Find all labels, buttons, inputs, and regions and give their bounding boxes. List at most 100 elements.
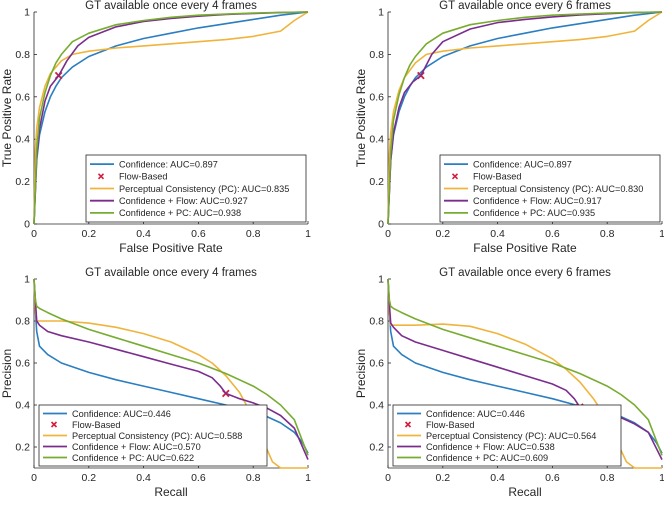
legend-item: Confidence: AUC=0.897 [90, 159, 218, 169]
x-axis-label: False Positive Rate [473, 241, 577, 255]
legend: Confidence: AUC=0.446Flow-BasedPerceptua… [392, 404, 622, 467]
y-tick-label: 1 [24, 7, 30, 19]
y-tick-label: 0.4 [15, 400, 30, 412]
legend-box [38, 404, 268, 467]
y-tick-label: 0.8 [15, 316, 30, 328]
x-tick-label: 1 [659, 472, 664, 484]
legend-label: Perceptual Consistency (PC): AUC=0.564 [426, 431, 596, 441]
y-tick-label: 0.6 [15, 358, 30, 370]
x-tick-label: 0 [385, 472, 391, 484]
series-line-pc [387, 278, 662, 469]
series-line-pc [387, 11, 663, 225]
y-tick-label: 0.4 [15, 134, 30, 146]
legend-label: Perceptual Consistency (PC): AUC=0.835 [119, 184, 289, 194]
legend-label: Confidence + Flow: AUC=0.917 [473, 196, 602, 206]
legend-label: Perceptual Consistency (PC): AUC=0.830 [473, 184, 643, 194]
legend-marker [451, 173, 459, 180]
legend-label: Confidence + PC: AUC=0.935 [473, 208, 595, 218]
y-axis-label: Precision [0, 349, 14, 398]
chart-title: GT available once every 4 frames [85, 0, 257, 12]
series-line-pc [33, 11, 309, 225]
x-tick-label: 0.8 [246, 228, 261, 240]
x-tick-label: 0.8 [600, 472, 615, 484]
legend: Confidence: AUC=0.897 Flow-Based Perceptua… [439, 154, 661, 223]
chart-title: GT available once every 4 frames [85, 267, 257, 279]
series-line-pc [33, 278, 308, 469]
y-tick-label: 0.2 [15, 176, 30, 188]
y-tick-label: 0.8 [369, 316, 384, 328]
legend-marker [404, 421, 412, 428]
y-tick-label: 0.8 [369, 49, 384, 61]
legend-item: Confidence + Flow: AUC=0.927 [90, 196, 248, 206]
chart-panel-3: GT available once every 4 frames 0 0.2 0.4 0… [0, 267, 311, 499]
y-tick-label: 0.2 [15, 442, 30, 454]
x-tick-label: 1 [305, 472, 311, 484]
x-axis-label: False Positive Rate [119, 241, 223, 255]
y-tick-label: 0.4 [369, 134, 384, 146]
x-tick-label: 1 [305, 228, 311, 240]
legend-item: Confidence + PC: AUC=0.622 [43, 453, 194, 463]
legend-label: Confidence + PC: AUC=0.938 [119, 208, 241, 218]
chart-panel-2: GT available once every 6 frames 0 0.2 0.4 0… [354, 0, 664, 255]
legend-item: Confidence + Flow: AUC=0.570 [43, 442, 201, 452]
legend-label: Confidence + PC: AUC=0.622 [72, 453, 194, 463]
legend-item: Perceptual Consistency (PC): AUC=0.588 [43, 431, 242, 441]
x-axis-label: Recall [154, 485, 187, 499]
legend-item: Flow-Based [50, 420, 121, 430]
legend-item: Confidence: AUC=0.446 [43, 409, 171, 419]
y-tick-label: 0.2 [369, 442, 384, 454]
x-tick-label: 0.2 [81, 472, 96, 484]
legend-label: Confidence + Flow: AUC=0.570 [72, 442, 201, 452]
chart-panel-1: GT available once every 4 frames 0 0.2 0.4 0… [0, 0, 311, 255]
legend-marker [97, 173, 105, 180]
x-tick-label: 0.4 [136, 472, 151, 484]
legend-label: Confidence: AUC=0.897 [473, 159, 572, 169]
x-tick-label: 0.8 [246, 472, 261, 484]
x-tick-label: 0.6 [191, 472, 206, 484]
x-tick-label: 0.6 [545, 472, 560, 484]
legend: Confidence: AUC=0.446Flow-BasedPerceptua… [38, 404, 268, 467]
x-tick-label: 0.2 [435, 228, 450, 240]
y-axis-label: True Positive Rate [0, 69, 14, 168]
legend-label: Flow-Based [72, 420, 121, 430]
legend-label: Flow-Based [473, 172, 522, 182]
series-line-conf-pc [387, 11, 663, 225]
legend-label: Confidence: AUC=0.897 [119, 159, 218, 169]
x-tick-label: 0.6 [191, 228, 206, 240]
y-tick-label: 0.6 [369, 91, 384, 103]
legend-item: Flow-Based [97, 172, 168, 182]
legend-box [85, 154, 307, 223]
chart-title: GT available once every 6 frames [439, 267, 611, 279]
x-tick-label: 0.2 [81, 228, 96, 240]
legend-label: Confidence + Flow: AUC=0.538 [426, 442, 555, 452]
legend-item: Confidence + Flow: AUC=0.917 [444, 196, 602, 206]
legend: Confidence: AUC=0.897 Flow-Based Perceptua… [85, 154, 307, 223]
x-tick-label: 0.6 [545, 228, 560, 240]
legend-item: Confidence: AUC=0.897 [444, 159, 572, 169]
legend-item: Confidence + Flow: AUC=0.538 [397, 442, 555, 452]
series-line-confidence [33, 278, 309, 454]
chart-title: GT available once every 6 frames [439, 0, 611, 12]
x-axis-label: Recall [508, 485, 541, 499]
legend-item: Perceptual Consistency (PC): AUC=0.564 [397, 431, 596, 441]
y-tick-label: 0.8 [15, 49, 30, 61]
legend-item: Perceptual Consistency (PC): AUC=0.830 [444, 184, 643, 194]
x-tick-label: 0.4 [136, 228, 151, 240]
series-line-confidence [33, 11, 309, 225]
chart-panel-4: GT available once every 6 frames 0 0.2 0.4 0… [354, 267, 664, 499]
legend-label: Confidence + PC: AUC=0.609 [426, 453, 548, 463]
y-tick-label: 1 [378, 7, 384, 19]
y-tick-label: 0.2 [369, 176, 384, 188]
legend-label: Flow-Based [119, 172, 168, 182]
y-tick-label: 0.6 [369, 358, 384, 370]
x-tick-label: 1 [659, 228, 664, 240]
legend-box [392, 404, 622, 467]
legend-item: Confidence: AUC=0.446 [397, 409, 525, 419]
legend-label: Confidence + Flow: AUC=0.927 [119, 196, 248, 206]
y-tick-label: 1 [24, 274, 30, 286]
series-line-conf-pc [33, 278, 309, 456]
y-tick-label: 1 [378, 274, 384, 286]
legend-item: Confidence + PC: AUC=0.609 [397, 453, 548, 463]
legend-label: Perceptual Consistency (PC): AUC=0.588 [72, 431, 242, 441]
